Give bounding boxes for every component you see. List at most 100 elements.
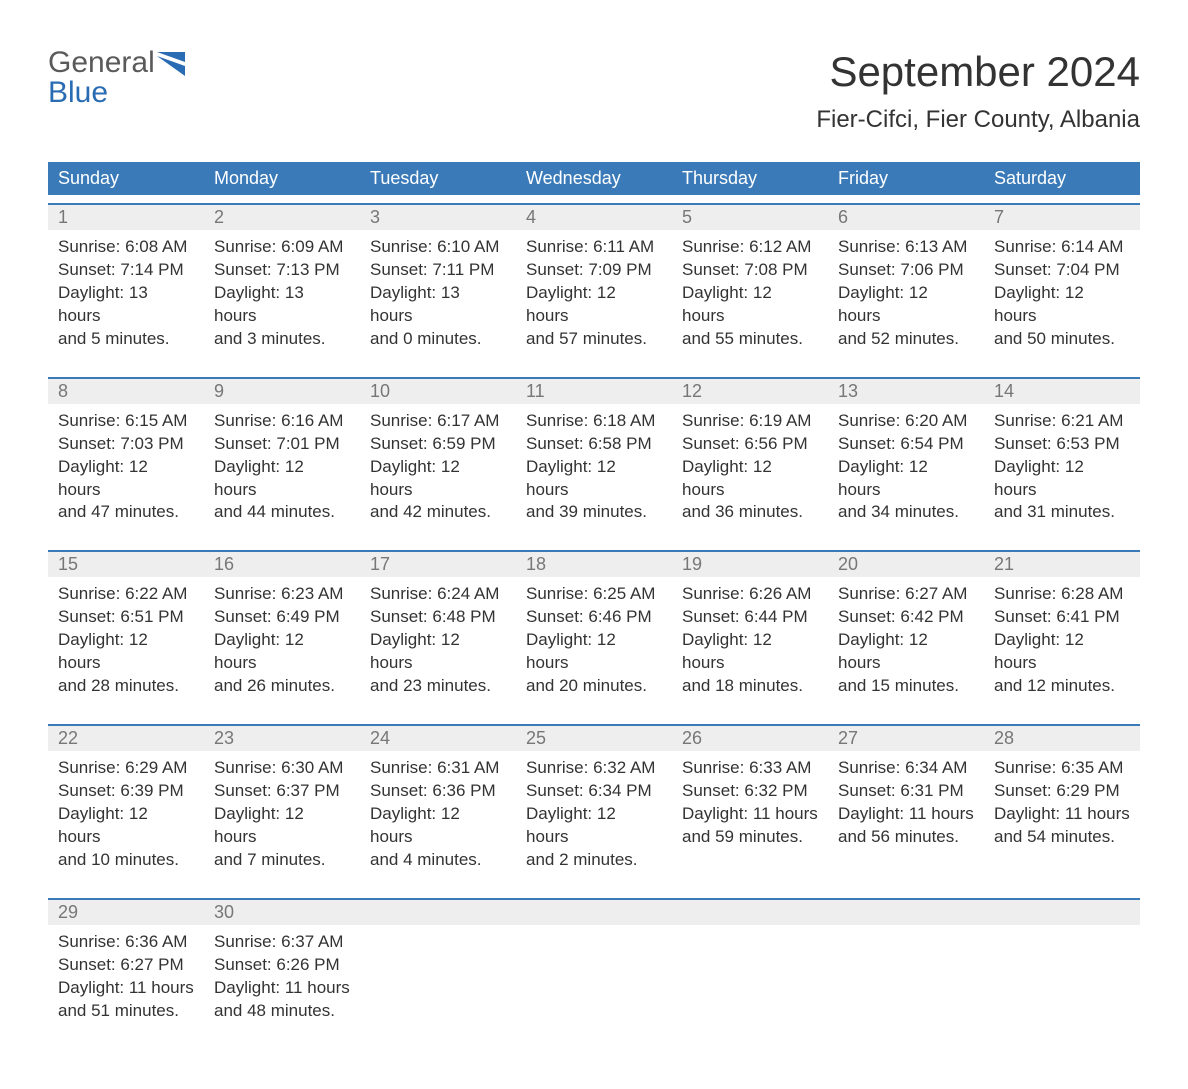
date-cell: 25: [516, 726, 672, 751]
daylight-line-1: Daylight: 12 hours: [526, 282, 662, 328]
daylight-line-2: and 4 minutes.: [370, 849, 506, 872]
day-cell: Sunrise: 6:35 AMSunset: 6:29 PMDaylight:…: [984, 751, 1140, 890]
weeks-container: 1234567Sunrise: 6:08 AMSunset: 7:14 PMDa…: [48, 203, 1140, 1041]
daylight-line-2: and 34 minutes.: [838, 501, 974, 524]
sunrise-line: Sunrise: 6:33 AM: [682, 757, 818, 780]
daylight-line-2: and 56 minutes.: [838, 826, 974, 849]
sunrise-line: Sunrise: 6:14 AM: [994, 236, 1130, 259]
daylight-line-2: and 55 minutes.: [682, 328, 818, 351]
sunset-line: Sunset: 6:59 PM: [370, 433, 506, 456]
sunrise-line: Sunrise: 6:23 AM: [214, 583, 350, 606]
logo-flag-icon: [157, 52, 191, 81]
daylight-line-1: Daylight: 12 hours: [682, 629, 818, 675]
day-cell: Sunrise: 6:20 AMSunset: 6:54 PMDaylight:…: [828, 404, 984, 543]
sunset-line: Sunset: 7:13 PM: [214, 259, 350, 282]
date-cell: [516, 900, 672, 925]
daylight-line-2: and 36 minutes.: [682, 501, 818, 524]
date-cell: 7: [984, 205, 1140, 230]
date-cell: 5: [672, 205, 828, 230]
date-cell: [984, 900, 1140, 925]
sunset-line: Sunset: 6:31 PM: [838, 780, 974, 803]
daylight-line-1: Daylight: 12 hours: [526, 456, 662, 502]
date-cell: [828, 900, 984, 925]
calendar: SundayMondayTuesdayWednesdayThursdayFrid…: [48, 162, 1140, 1041]
sunset-line: Sunset: 6:26 PM: [214, 954, 350, 977]
daylight-line-2: and 31 minutes.: [994, 501, 1130, 524]
date-cell: 10: [360, 379, 516, 404]
daylight-line-1: Daylight: 12 hours: [838, 629, 974, 675]
daylight-line-2: and 2 minutes.: [526, 849, 662, 872]
sunrise-line: Sunrise: 6:16 AM: [214, 410, 350, 433]
sunrise-line: Sunrise: 6:24 AM: [370, 583, 506, 606]
sunset-line: Sunset: 6:32 PM: [682, 780, 818, 803]
date-cell: 12: [672, 379, 828, 404]
sunrise-line: Sunrise: 6:36 AM: [58, 931, 194, 954]
daylight-line-1: Daylight: 12 hours: [994, 456, 1130, 502]
day-cell: Sunrise: 6:16 AMSunset: 7:01 PMDaylight:…: [204, 404, 360, 543]
date-cell: 13: [828, 379, 984, 404]
sunset-line: Sunset: 6:37 PM: [214, 780, 350, 803]
day-name: Tuesday: [360, 162, 516, 195]
date-cell: 9: [204, 379, 360, 404]
body-row: Sunrise: 6:36 AMSunset: 6:27 PM Daylight:…: [48, 925, 1140, 1041]
sunset-line: Sunset: 6:51 PM: [58, 606, 194, 629]
sunset-line: Sunset: 6:49 PM: [214, 606, 350, 629]
date-cell: 2: [204, 205, 360, 230]
day-cell: Sunrise: 6:11 AMSunset: 7:09 PMDaylight:…: [516, 230, 672, 369]
daylight-line-1: Daylight: 12 hours: [214, 803, 350, 849]
day-name: Thursday: [672, 162, 828, 195]
daylight-line-1: Daylight: 12 hours: [682, 456, 818, 502]
date-cell: 4: [516, 205, 672, 230]
sunrise-line: Sunrise: 6:35 AM: [994, 757, 1130, 780]
daylight-line-1: Daylight: 13 hours: [58, 282, 194, 328]
daylight-line-2: and 42 minutes.: [370, 501, 506, 524]
header: General Blue September 2024 Fier-Cifci, …: [48, 48, 1140, 134]
day-cell: [516, 925, 672, 1041]
sunrise-line: Sunrise: 6:25 AM: [526, 583, 662, 606]
sunrise-line: Sunrise: 6:11 AM: [526, 236, 662, 259]
date-cell: 21: [984, 552, 1140, 577]
date-cell: 27: [828, 726, 984, 751]
logo-word2: Blue: [48, 76, 108, 109]
date-row: 22232425262728: [48, 724, 1140, 751]
day-cell: Sunrise: 6:21 AMSunset: 6:53 PMDaylight:…: [984, 404, 1140, 543]
daylight-line-2: and 23 minutes.: [370, 675, 506, 698]
day-name: Sunday: [48, 162, 204, 195]
sunrise-line: Sunrise: 6:27 AM: [838, 583, 974, 606]
sunrise-line: Sunrise: 6:18 AM: [526, 410, 662, 433]
sunrise-line: Sunrise: 6:29 AM: [58, 757, 194, 780]
sunset-line: Sunset: 6:42 PM: [838, 606, 974, 629]
day-cell: Sunrise: 6:12 AMSunset: 7:08 PMDaylight:…: [672, 230, 828, 369]
day-cell: Sunrise: 6:31 AMSunset: 6:36 PMDaylight:…: [360, 751, 516, 890]
sunrise-line: Sunrise: 6:34 AM: [838, 757, 974, 780]
daylight-line-1: Daylight: 12 hours: [994, 282, 1130, 328]
date-cell: 20: [828, 552, 984, 577]
sunset-line: Sunset: 6:34 PM: [526, 780, 662, 803]
daylight-line-1: Daylight: 12 hours: [682, 282, 818, 328]
date-cell: 3: [360, 205, 516, 230]
day-cell: Sunrise: 6:23 AMSunset: 6:49 PMDaylight:…: [204, 577, 360, 716]
date-cell: 6: [828, 205, 984, 230]
date-cell: [672, 900, 828, 925]
date-cell: [360, 900, 516, 925]
daylight-line-2: and 57 minutes.: [526, 328, 662, 351]
date-cell: 8: [48, 379, 204, 404]
sunrise-line: Sunrise: 6:22 AM: [58, 583, 194, 606]
date-row: 15161718192021: [48, 550, 1140, 577]
sunrise-line: Sunrise: 6:31 AM: [370, 757, 506, 780]
day-cell: Sunrise: 6:34 AMSunset: 6:31 PMDaylight:…: [828, 751, 984, 890]
sunset-line: Sunset: 7:08 PM: [682, 259, 818, 282]
daylight-line-2: and 47 minutes.: [58, 501, 194, 524]
sunrise-line: Sunrise: 6:30 AM: [214, 757, 350, 780]
daylight-line-1: Daylight: 11 hours: [994, 803, 1130, 826]
body-row: Sunrise: 6:29 AMSunset: 6:39 PMDaylight:…: [48, 751, 1140, 890]
daylight-line-2: and 15 minutes.: [838, 675, 974, 698]
sunrise-line: Sunrise: 6:09 AM: [214, 236, 350, 259]
sunset-line: Sunset: 7:09 PM: [526, 259, 662, 282]
daylight-line-1: Daylight: 12 hours: [58, 456, 194, 502]
daylight-line-1: Daylight: 11 hours: [214, 977, 350, 1000]
day-cell: Sunrise: 6:26 AMSunset: 6:44 PMDaylight:…: [672, 577, 828, 716]
sunset-line: Sunset: 6:27 PM: [58, 954, 194, 977]
logo-word1: General: [48, 46, 155, 79]
sunrise-line: Sunrise: 6:13 AM: [838, 236, 974, 259]
